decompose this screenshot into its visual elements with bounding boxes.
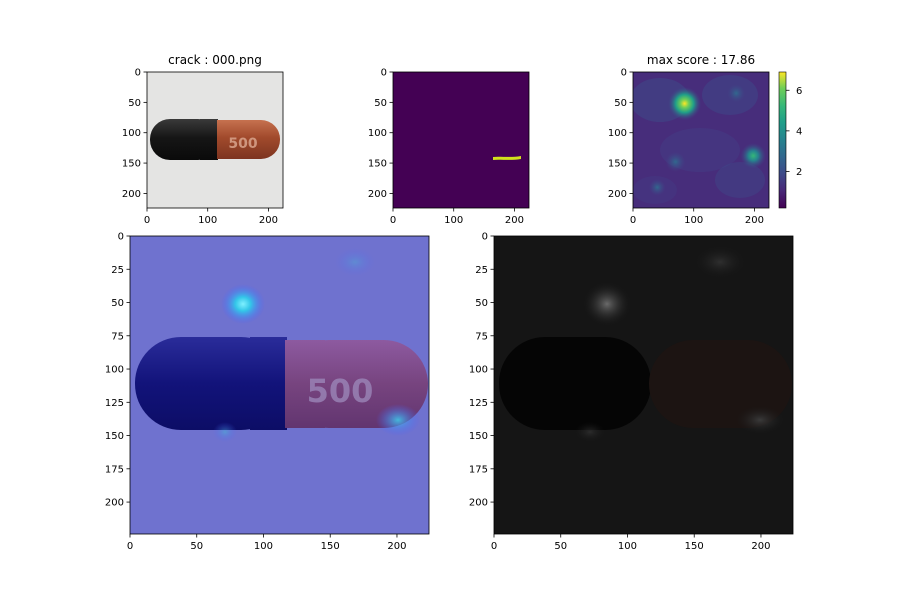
y-tick-label: 100 (608, 128, 627, 139)
x-tick-label: 200 (751, 541, 770, 552)
y-tick-label: 150 (105, 431, 124, 442)
x-tick-label: 50 (190, 541, 203, 552)
capsule-label: 500 (228, 136, 257, 152)
y-tick-label: 50 (111, 298, 124, 309)
panel-title-capsule: crack : 000.png (168, 53, 262, 67)
y-tick-label: 200 (469, 498, 488, 509)
y-tick-label: 175 (105, 464, 124, 475)
x-tick-label: 150 (321, 541, 340, 552)
mask-crack-segment (493, 156, 521, 160)
y-tick-label: 25 (111, 265, 124, 276)
y-tick-label: 0 (482, 232, 488, 243)
overlay-capsule-label: 500 (307, 372, 374, 410)
panel-capsule-photo: crack : 000.png 500 0 100 200 0 50 100 150 200 (122, 53, 284, 227)
x-tick-label: 200 (745, 215, 764, 226)
score-hotspot (727, 84, 746, 103)
y-tick-label: 25 (475, 265, 488, 276)
y-tick-label: 200 (608, 189, 627, 200)
y-tick-label: 125 (105, 398, 124, 409)
y-tick-label: 200 (105, 498, 124, 509)
y-tick-label: 100 (368, 128, 387, 139)
y-tick-label: 0 (118, 232, 124, 243)
panel-mask: 0 100 200 0 50 100 150 200 (368, 68, 530, 227)
x-tick-label: 100 (618, 541, 637, 552)
overlay-hotspot-1 (221, 284, 265, 324)
x-tick-label: 100 (444, 215, 463, 226)
overlay-capsule-dark (135, 337, 287, 430)
masked-capsule-red (649, 340, 792, 428)
y-tick-label: 50 (475, 298, 488, 309)
axis-ticks-capsule: 0 100 200 0 50 100 150 200 (122, 68, 278, 227)
overlay-hotspot-2 (376, 404, 420, 436)
masked-image (494, 236, 793, 534)
x-tick-label: 200 (505, 215, 524, 226)
colorbar-gradient (778, 71, 787, 209)
axis-ticks-score: 0 100 200 0 50 100 150 200 (608, 68, 764, 227)
colorbar-ticks: 2 4 6 (786, 86, 802, 178)
x-tick-label: 50 (554, 541, 567, 552)
mask-background (393, 72, 529, 208)
score-hotspot (665, 152, 686, 172)
score-hotspot (740, 143, 766, 169)
axis-ticks-overlay: 0 50 100 150 200 0 25 50 75 100 125 150 175 200 (105, 232, 407, 553)
y-tick-label: 0 (135, 68, 141, 79)
y-tick-label: 100 (122, 128, 141, 139)
score-hotspots (649, 84, 766, 196)
x-tick-label: 100 (254, 541, 273, 552)
masked-hotspot-2 (736, 406, 784, 434)
y-tick-label: 175 (469, 464, 488, 475)
y-tick-label: 150 (608, 159, 627, 170)
y-tick-label: 50 (128, 98, 141, 109)
x-tick-label: 200 (259, 215, 278, 226)
x-tick-label: 0 (630, 215, 636, 226)
x-tick-label: 100 (684, 215, 703, 226)
masked-capsule-dark (499, 337, 651, 430)
y-tick-label: 50 (374, 98, 387, 109)
y-tick-label: 50 (614, 98, 627, 109)
y-tick-label: 100 (105, 365, 124, 376)
x-tick-label: 150 (685, 541, 704, 552)
colorbar: 2 4 6 (778, 71, 802, 209)
y-tick-label: 0 (621, 68, 627, 79)
y-tick-label: 150 (122, 159, 141, 170)
y-tick-label: 75 (111, 331, 124, 342)
y-tick-label: 150 (368, 159, 387, 170)
colorbar-tick-label: 4 (796, 126, 802, 137)
score-hotspot (649, 179, 666, 196)
overlay-image: 500 (130, 236, 429, 534)
y-tick-label: 0 (381, 68, 387, 79)
x-tick-label: 0 (390, 215, 396, 226)
score-map-image (633, 72, 769, 208)
axis-ticks-mask: 0 100 200 0 50 100 150 200 (368, 68, 524, 227)
colorbar-tick-label: 2 (796, 167, 802, 178)
y-tick-label: 200 (122, 189, 141, 200)
capsule-image: 500 (147, 72, 283, 208)
panel-masked: 0 50 100 150 200 0 25 50 75 100 125 150 175 200 (469, 232, 794, 553)
colorbar-tick-label: 6 (796, 86, 802, 97)
panel-overlay: 500 0 50 100 150 200 0 25 50 75 100 125 150 175 200 (105, 232, 430, 553)
x-tick-label: 0 (127, 541, 133, 552)
x-tick-label: 200 (387, 541, 406, 552)
y-tick-label: 200 (368, 189, 387, 200)
y-tick-label: 125 (469, 398, 488, 409)
axis-ticks-masked: 0 50 100 150 200 0 25 50 75 100 125 150 175 200 (469, 232, 771, 553)
y-tick-label: 75 (475, 331, 488, 342)
x-tick-label: 100 (198, 215, 217, 226)
masked-hotspot-1 (583, 282, 631, 326)
x-tick-label: 0 (491, 541, 497, 552)
y-tick-label: 100 (469, 365, 488, 376)
panel-score-map: max score : 17.86 0 100 200 0 50 100 150 200 2 4… (608, 53, 802, 226)
score-hotspot (668, 87, 702, 121)
panel-title-score: max score : 17.86 (647, 53, 755, 67)
y-tick-label: 150 (469, 431, 488, 442)
x-tick-label: 0 (144, 215, 150, 226)
